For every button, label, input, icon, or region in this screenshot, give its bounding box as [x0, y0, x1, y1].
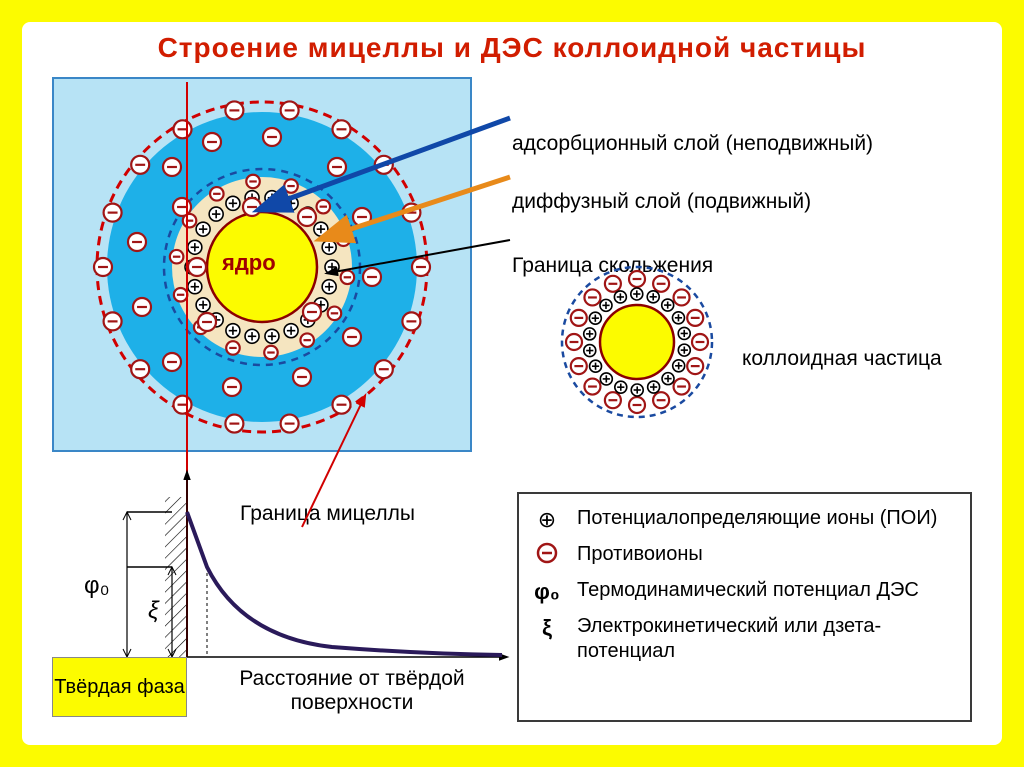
- legend-xi: ξ Электрокинетический или дзета-потенциа…: [529, 614, 960, 664]
- counter-icon: [529, 542, 565, 571]
- poi-icon: ⊕: [529, 506, 565, 534]
- legend-counter: Противоионы: [529, 542, 960, 571]
- solid-phase-box: Твёрдая фаза: [52, 657, 187, 717]
- potential-graph: [22, 22, 522, 742]
- xi-symbol: ξ: [148, 597, 159, 625]
- legend-poi: ⊕ Потенциалопределяющие ионы (ПОИ): [529, 506, 960, 534]
- content-frame: Строение мицеллы и ДЭС коллоидной частиц…: [22, 22, 1002, 745]
- legend-phi0: φ₀ Термодинамический потенциал ДЭС: [529, 578, 960, 606]
- xi-icon: ξ: [529, 614, 565, 642]
- x-axis-label: Расстояние от твёрдой поверхности: [222, 667, 482, 715]
- phi0-symbol: φ₀: [84, 572, 110, 600]
- phi0-icon: φ₀: [529, 578, 565, 606]
- legend: ⊕ Потенциалопределяющие ионы (ПОИ) Проти…: [517, 492, 972, 722]
